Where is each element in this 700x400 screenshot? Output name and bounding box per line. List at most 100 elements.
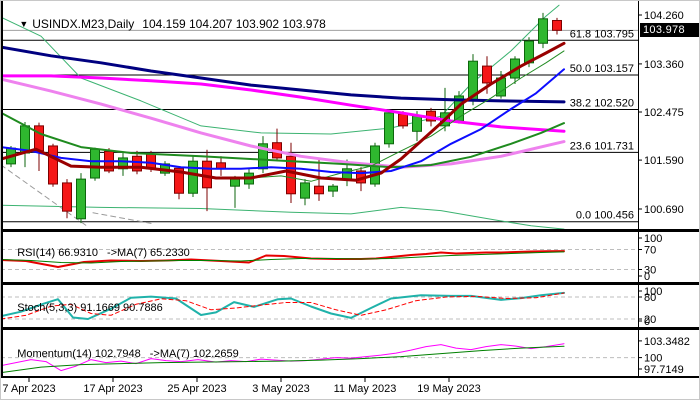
chart-ohlc-readout: 104.159 104.207 103.902 103.978 — [142, 17, 326, 31]
rsi-ma-line — [1, 251, 565, 264]
stoch-main-line — [1, 291, 565, 320]
candle-bullish — [300, 179, 310, 206]
trendline-dashed-2 — [92, 212, 154, 225]
date-tick-label: 19 May 2023 — [417, 383, 481, 395]
candles — [6, 12, 562, 224]
rsi-ma-value-label: ->MA(7) 65.2330 — [106, 247, 190, 259]
ma-darkgreen — [1, 111, 565, 169]
stoch-signal-line — [1, 292, 565, 320]
price-tick-label: 102.475 — [644, 107, 684, 119]
candle-body — [482, 65, 492, 84]
candle-bearish — [552, 17, 562, 35]
window-left-border — [1, 1, 3, 378]
panel-separator — [1, 282, 699, 285]
candle-bullish — [20, 122, 30, 168]
ma-magenta — [1, 74, 566, 133]
fib-level-label: 23.6 101.731 — [570, 140, 634, 152]
candle-body — [90, 148, 100, 179]
candle-bullish — [538, 12, 548, 49]
candle-body — [258, 143, 268, 170]
candle-body — [412, 115, 422, 132]
fib-level-label: 61.8 103.795 — [570, 28, 634, 40]
candle-bullish — [90, 147, 100, 181]
ma-navy — [1, 45, 566, 104]
fib-level-label: 50.0 103.157 — [570, 63, 634, 75]
stochastic-panel-tick-label: 100 — [644, 286, 662, 298]
main-chart-panel[interactable] — [1, 4, 638, 229]
candle-bullish — [76, 173, 86, 224]
panel-separator — [1, 376, 699, 378]
momentum-panel-tick-label: 97.7149 — [644, 364, 684, 376]
candle-bullish — [230, 175, 240, 208]
fib-level-label: 0.0 100.456 — [576, 210, 634, 222]
candle-body — [48, 145, 58, 185]
candle-body — [132, 155, 142, 172]
momentum-panel-tick-label: 100 — [644, 353, 662, 365]
candle-bearish — [62, 179, 72, 219]
candle-body — [384, 112, 394, 145]
candle-bearish — [202, 149, 212, 212]
momentum-panel-tick-label: 103.3482 — [644, 336, 690, 348]
candle-bullish — [118, 153, 128, 176]
ma-blue — [1, 68, 565, 175]
candle-body — [118, 157, 128, 170]
symbol-dropdown-icon[interactable]: ▼ — [19, 19, 29, 29]
candle-body — [328, 185, 338, 192]
candle-body — [398, 113, 408, 127]
candle-body — [230, 178, 240, 187]
candle-body — [314, 185, 324, 195]
price-tick-label: 103.360 — [644, 59, 684, 71]
momentum-ma-value-label: ->MA(7) 102.2659 — [149, 348, 239, 360]
candle-bullish — [188, 156, 198, 198]
date-tick-label: 7 Apr 2023 — [2, 383, 55, 395]
momentum-value-label: Momentum(14) 102.7948 — [17, 348, 141, 360]
momentum-ma-line — [1, 345, 565, 374]
candle-bullish — [328, 184, 338, 198]
ma-pink — [1, 77, 566, 169]
panel-separator — [1, 229, 699, 232]
chart-title-bar: ▼ USINDX.M23,Daily 104.159 104.207 103.902… — [6, 3, 326, 45]
rsi-panel-tick-label: 0 — [644, 271, 650, 283]
candle-body — [552, 19, 562, 31]
date-tick-label: 25 Apr 2023 — [167, 383, 226, 395]
stochastic-panel-tick-label: 0 — [644, 316, 650, 328]
rsi-panel-tick-label: 70 — [644, 245, 656, 257]
candle-bearish — [216, 156, 226, 176]
ma-green-fast — [250, 50, 565, 182]
momentum-indicator-label: Momentum(14) 102.7948 ->MA(7) 102.2659 — [5, 336, 239, 372]
candle-body — [34, 125, 44, 152]
stochastic-panel-tick-label: 20 — [644, 314, 656, 326]
candle-bullish — [384, 109, 394, 148]
price-tick-label: 101.590 — [644, 155, 684, 167]
candle-body — [300, 182, 310, 199]
stoch-value-label: Stoch(5,3,3) 91.1669 90.7886 — [17, 302, 163, 314]
stochastic-indicator-label: Stoch(5,3,3) 91.1669 90.7886 — [5, 290, 163, 326]
rsi-indicator-label: RSI(14) 66.9310 ->MA(7) 65.2330 — [5, 235, 190, 271]
candle-body — [342, 168, 352, 180]
date-tick-label: 17 Apr 2023 — [83, 383, 142, 395]
chart-symbol-period: USINDX.M23,Daily — [32, 17, 135, 31]
price-tick-label: 100.690 — [644, 204, 684, 216]
candle-bearish — [48, 143, 58, 187]
date-tick-label: 11 May 2023 — [334, 383, 397, 395]
stochastic-panel-tick-label: 80 — [644, 292, 656, 304]
candle-body — [76, 178, 86, 220]
candle-body — [538, 18, 548, 44]
rsi-panel-tick-label: 30 — [644, 265, 656, 277]
rsi-panel-tick-label: 100 — [644, 233, 662, 245]
candle-bearish — [34, 122, 44, 171]
trendline-dashed-1 — [1, 164, 90, 228]
panel-separator — [1, 327, 699, 330]
date-tick-label: 3 May 2023 — [252, 383, 309, 395]
date-axis[interactable]: 7 Apr 2023 17 Apr 2023 25 Apr 2023 3 May 20… — [2, 378, 481, 395]
current-price-box: 103.978 — [640, 23, 699, 37]
rsi-value-label: RSI(14) 66.9310 — [17, 247, 98, 259]
fib-level-label: 38.2 102.520 — [570, 98, 634, 110]
bollinger-lower — [1, 204, 565, 229]
price-tick-label: 104.260 — [644, 10, 684, 22]
candle-body — [62, 182, 72, 212]
